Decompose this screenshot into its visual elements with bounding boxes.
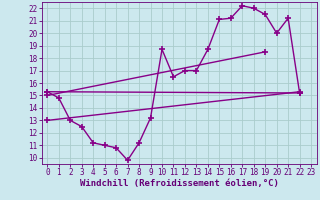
- X-axis label: Windchill (Refroidissement éolien,°C): Windchill (Refroidissement éolien,°C): [80, 179, 279, 188]
